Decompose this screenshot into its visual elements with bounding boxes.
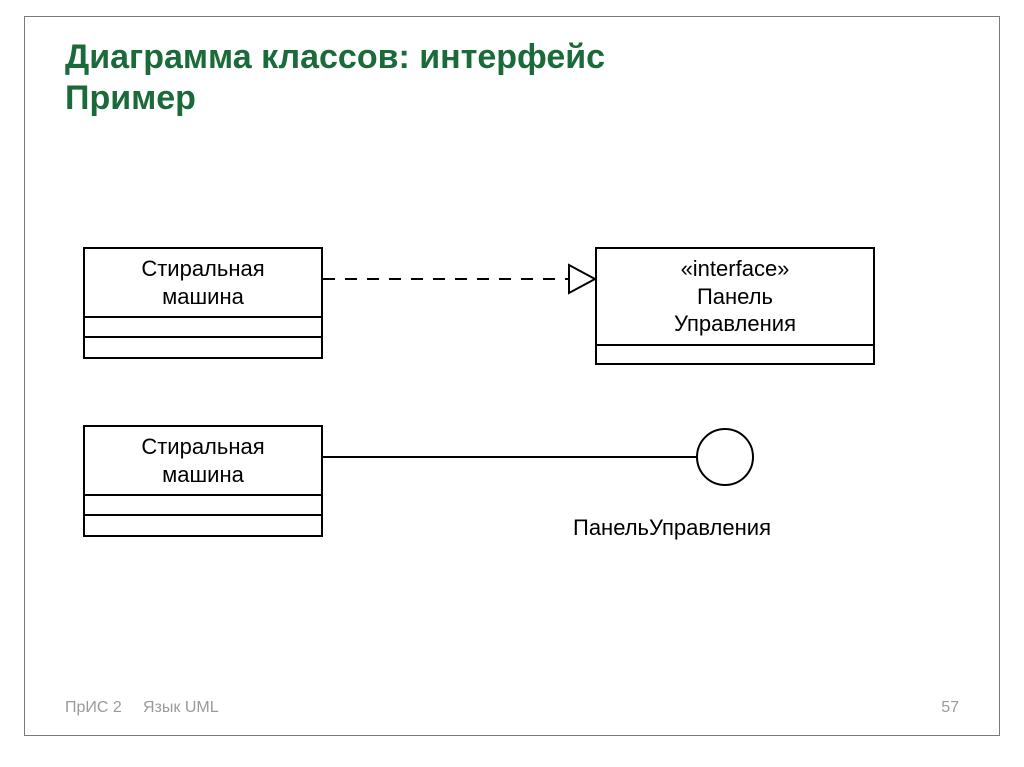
uml-interface-control-panel: «interface» Панель Управления [595,247,875,365]
uml-operations-compartment [85,516,321,534]
footer-page-number: 57 [941,699,959,717]
title-line-2: Пример [65,79,196,117]
uml-operations-compartment [85,338,321,356]
lollipop-interface-icon [697,429,753,485]
class-name-line: Стиральная [141,256,264,281]
diagram-connectors [25,17,1001,737]
class-name-line: машина [162,284,244,309]
class-name-line: Стиральная [141,434,264,459]
interface-name-line: Управления [674,311,796,336]
uml-attributes-compartment [85,318,321,338]
uml-interface-name: «interface» Панель Управления [597,249,873,346]
uml-class-name: Стиральная машина [85,427,321,496]
footer-left: ПрИС 2 [65,699,122,717]
footer-center: Язык UML [143,699,219,717]
uml-operations-compartment [597,346,873,364]
slide-title: Диаграмма классов: интерфейс Пример [65,37,765,119]
class-name-line: машина [162,462,244,487]
uml-class-washing-machine-2: Стиральная машина [83,425,323,537]
slide-frame: Диаграмма классов: интерфейс Пример Стир… [24,16,1000,736]
interface-name-line: Панель [697,284,773,309]
title-line-1: Диаграмма классов: интерфейс [65,38,605,76]
stereotype-line: «interface» [681,256,790,281]
uml-attributes-compartment [85,496,321,516]
lollipop-interface-label: ПанельУправления [573,515,771,541]
uml-class-name: Стиральная машина [85,249,321,318]
realization-arrowhead [569,265,595,293]
uml-class-washing-machine-1: Стиральная машина [83,247,323,359]
